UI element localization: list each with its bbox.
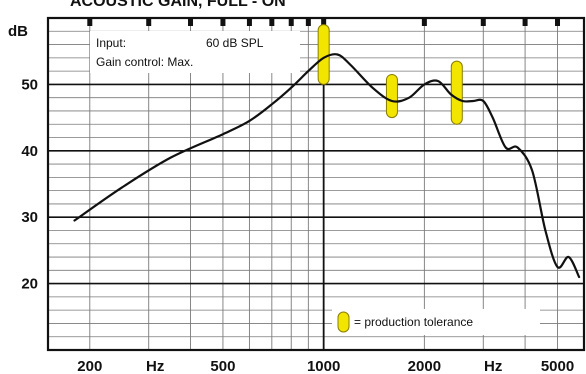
top-tick-mark [522, 17, 528, 26]
y-tick-label: 20 [21, 276, 38, 293]
top-tick-mark [321, 17, 327, 26]
annotation-gain-control: Gain control: Max. [96, 55, 193, 69]
top-tick-mark [555, 17, 561, 26]
x-tick-label: 500 [210, 358, 235, 374]
minor-gridlines [48, 18, 584, 350]
x-tick-label: 5000 [541, 358, 574, 374]
y-axis-label: dB [8, 23, 28, 40]
y-tick-label: 40 [21, 143, 38, 160]
legend-box [332, 309, 540, 335]
top-tick-mark [87, 17, 93, 26]
top-tick-mark [305, 17, 311, 26]
top-tick-mark [480, 17, 486, 26]
x-tick-labels: 200 500 1000 2000 5000 [77, 358, 574, 374]
top-tick-mark [188, 17, 194, 26]
legend-label: = production tolerance [354, 315, 473, 329]
x-tick-label: 1000 [307, 358, 340, 374]
top-tick-marks [87, 17, 561, 26]
top-tick-mark [246, 17, 252, 26]
top-tick-mark [146, 17, 152, 26]
x-tick-label: 200 [77, 358, 102, 374]
input-annotation: Input: 60 dB SPL Gain control: Max. [90, 31, 300, 73]
chart-title: ACOUSTIC GAIN, FULL - ON [70, 0, 286, 10]
top-tick-mark [269, 17, 275, 26]
plot-frame [46, 16, 586, 352]
tolerance-bar [317, 24, 330, 85]
annotation-box [90, 31, 300, 73]
y-tick-labels: 20 30 40 50 [21, 76, 38, 292]
x-tick-label: 2000 [408, 358, 441, 374]
tolerance-bars [317, 24, 463, 125]
y-tick-label: 30 [21, 209, 38, 226]
gain-curve [73, 53, 581, 279]
top-tick-mark [220, 17, 226, 26]
annotation-input-value: 60 dB SPL [206, 36, 264, 50]
x-unit-label-left: Hz [146, 358, 164, 374]
legend: = production tolerance [332, 309, 540, 335]
y-tick-label: 50 [21, 76, 38, 93]
tolerance-bar [385, 73, 398, 119]
top-tick-mark [288, 17, 294, 26]
x-unit-label-right: Hz [484, 358, 502, 374]
tolerance-bar [450, 60, 463, 125]
top-tick-mark [421, 17, 427, 26]
annotation-input-label: Input: [96, 36, 126, 50]
legend-swatch [337, 311, 350, 333]
